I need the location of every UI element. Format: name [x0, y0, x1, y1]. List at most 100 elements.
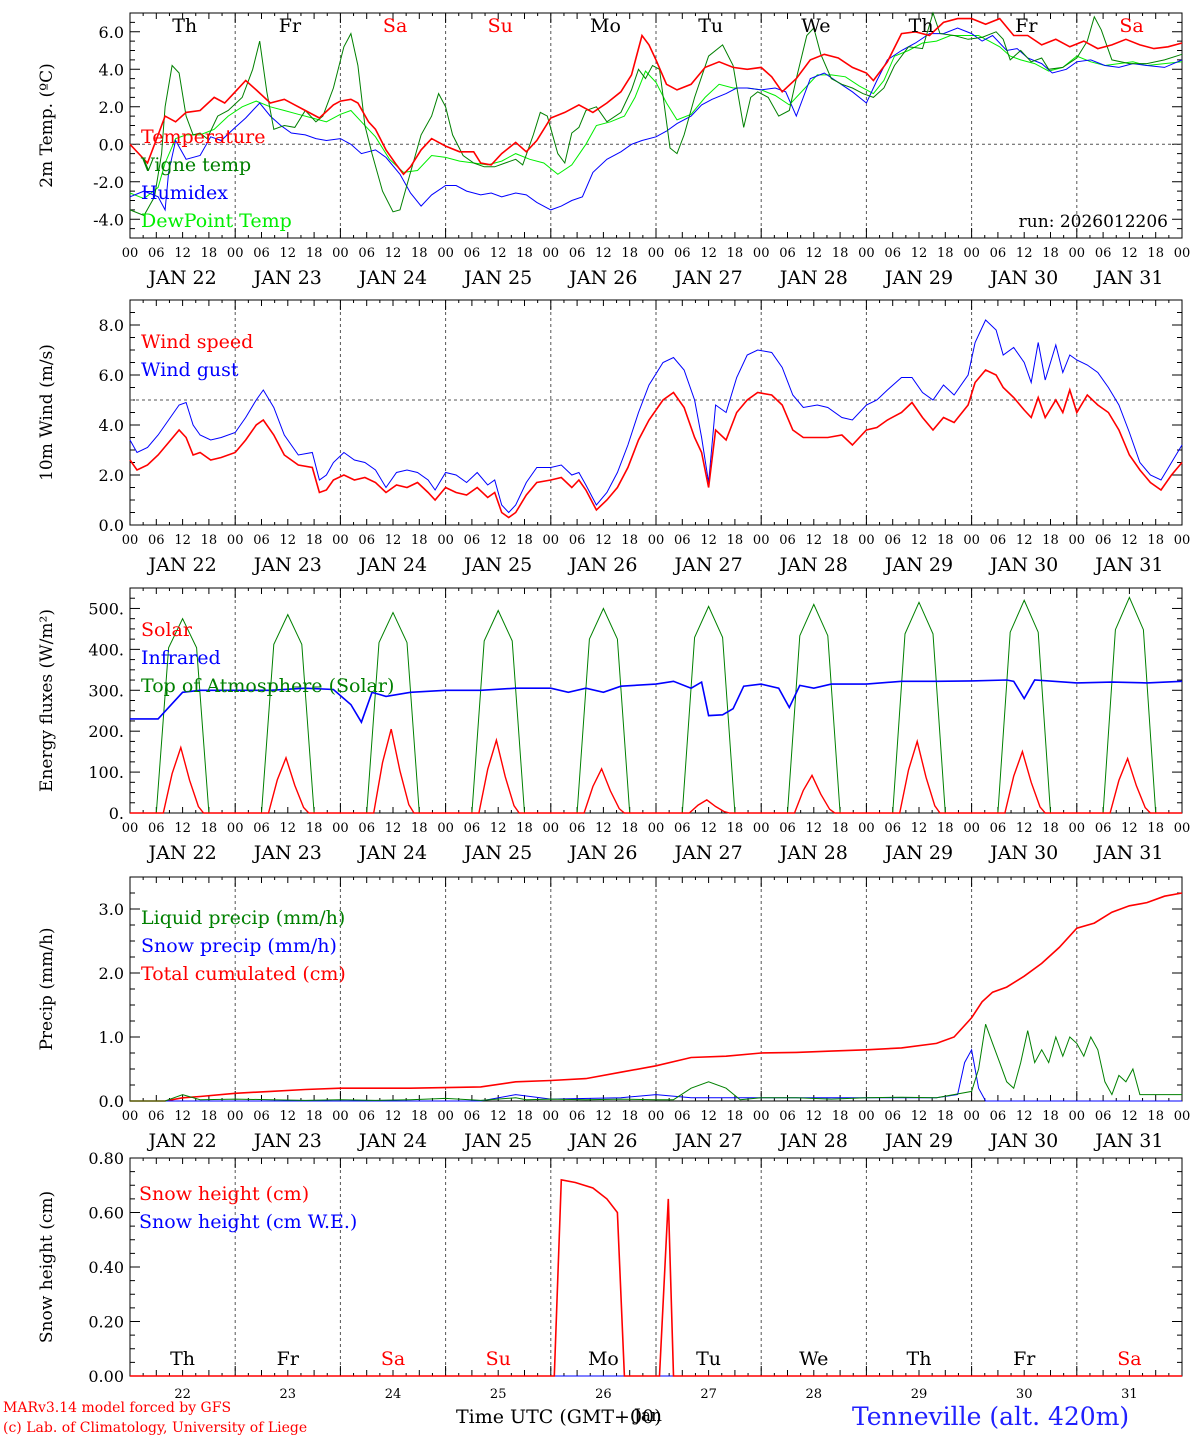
x-date-label: JAN 28: [778, 1130, 848, 1152]
y-tick-label: 2.0: [99, 964, 124, 983]
y-tick-label: 200.: [88, 722, 124, 741]
x-hour-label: 06: [464, 1109, 481, 1124]
x-hour-label: 00: [1069, 533, 1086, 548]
x-hour-label: 18: [727, 1109, 744, 1124]
y-tick-label: 0.0: [99, 516, 124, 535]
y-tick-label: 4.0: [99, 416, 124, 435]
x-hour-label: 06: [148, 246, 165, 261]
x-hour-label: 00: [648, 821, 665, 836]
x-hour-label: 06: [990, 821, 1007, 836]
x-hour-label: 00: [1174, 1109, 1191, 1124]
x-hour-label: 18: [411, 246, 428, 261]
x-hour-label: 06: [358, 246, 375, 261]
x-hour-label: 12: [280, 533, 297, 548]
panel-5: 0.80 0.60 0.40 0.20 0.00 Snow height (cm) Snow…: [37, 1149, 1183, 1402]
infrared-line: [130, 679, 1183, 725]
y-tick-label: 0.00: [88, 1367, 124, 1386]
x-hour-label: 06: [253, 1109, 270, 1124]
x-hour-label: 18: [832, 1109, 849, 1124]
x-hour-label: 12: [385, 821, 402, 836]
x-date-label: JAN 28: [778, 267, 848, 289]
x-hour-label: 18: [621, 1109, 638, 1124]
legend-entry: Total cumulated (cm): [141, 963, 346, 985]
lab-credit: (c) Lab. of Climatology, University of L…: [3, 1420, 308, 1436]
x-date-label: JAN 25: [462, 554, 532, 576]
x-hour-label: 18: [1147, 821, 1164, 836]
y-tick-label: 3.0: [99, 900, 124, 919]
panel-2: 8.0 6.0 4.0 2.0 0.0 10m Wind (m/s) Wind speed W…: [37, 299, 1190, 576]
x-hour-label: 00: [437, 533, 454, 548]
x-hour-label: 12: [595, 821, 612, 836]
x-hour-label: 18: [832, 533, 849, 548]
x-hour-label: 18: [516, 1109, 533, 1124]
x-hour-label: 06: [569, 1109, 586, 1124]
x-hour-label: 00: [1069, 1109, 1086, 1124]
x-hour-label: 12: [1121, 1109, 1138, 1124]
x-hour-label: 18: [306, 246, 323, 261]
x-date-label: JAN 23: [252, 554, 322, 576]
series-line-wind-gust: [129, 319, 1183, 514]
legend-entry: Liquid precip (mm/h): [141, 907, 345, 929]
x-date-label: JAN 28: [778, 842, 848, 864]
x-hour-label: 06: [148, 821, 165, 836]
x-hour-label: 18: [411, 1109, 428, 1124]
x-hour-label: 18: [516, 533, 533, 548]
series-line-humidex: [129, 27, 1183, 212]
x-hour-label: 12: [174, 533, 191, 548]
x-hour-label: 12: [595, 246, 612, 261]
day-name-label: Su: [486, 1348, 511, 1370]
x-hour-label: 00: [753, 533, 770, 548]
x-hour-label: 18: [1042, 821, 1059, 836]
x-hour-label: 12: [385, 533, 402, 548]
x-date-label: JAN 27: [673, 842, 743, 864]
day-name-label: Fr: [1015, 15, 1038, 37]
x-hour-label: 06: [569, 246, 586, 261]
x-hour-label: 12: [700, 1109, 717, 1124]
x-date-label: JAN 26: [567, 267, 637, 289]
x-hour-label: 12: [280, 1109, 297, 1124]
y-tick-label: 400.: [88, 640, 124, 659]
series-line-total-cumulated-cm-: [130, 892, 1183, 1102]
legend-entry: Snow precip (mm/h): [141, 935, 337, 957]
x-hour-label: 06: [358, 821, 375, 836]
plot-frame: [129, 12, 1183, 239]
legend-entry: Solar: [141, 619, 193, 641]
x-hour-label: 06: [464, 246, 481, 261]
series-line-snow-height-cm-: [130, 1178, 1182, 1377]
x-hour-label: 06: [779, 246, 796, 261]
y-tick-label: 6.0: [99, 23, 124, 42]
x-day-number: 27: [700, 1387, 717, 1402]
x-hour-label: 00: [1069, 246, 1086, 261]
x-hour-label: 12: [911, 821, 928, 836]
x-hour-label: 18: [1042, 1109, 1059, 1124]
y-axis-label: Energy fluxes (W/m²): [37, 609, 57, 792]
x-hour-label: 18: [201, 533, 218, 548]
x-day-number: 23: [280, 1387, 297, 1402]
x-hour-label: 12: [174, 1109, 191, 1124]
x-hour-label: 18: [937, 246, 954, 261]
x-date-label: JAN 24: [357, 842, 427, 864]
x-hour-label: 06: [253, 821, 270, 836]
x-hour-label: 06: [884, 246, 901, 261]
x-hour-label: 18: [1147, 533, 1164, 548]
day-name-label: We: [799, 1348, 828, 1370]
x-hour-label: 06: [464, 821, 481, 836]
x-hour-label: 06: [674, 246, 691, 261]
x-date-label: JAN 24: [357, 1130, 427, 1152]
x-hour-label: 00: [437, 1109, 454, 1124]
y-tick-label: -2.0: [93, 173, 124, 192]
day-name-label: Mo: [590, 15, 621, 37]
x-hour-label: 06: [779, 821, 796, 836]
x-hour-label: 06: [148, 533, 165, 548]
day-name-label: Th: [907, 1348, 932, 1370]
x-hour-label: 00: [437, 821, 454, 836]
x-hour-label: 00: [227, 821, 244, 836]
x-hour-label: 06: [884, 821, 901, 836]
y-tick-label: 0.0: [99, 135, 124, 154]
x-hour-label: 12: [806, 246, 823, 261]
x-hour-label: 00: [543, 533, 560, 548]
x-hour-label: 00: [1069, 821, 1086, 836]
day-name-label: Fr: [277, 1348, 300, 1370]
legend-entry: Snow height (cm W.E.): [139, 1211, 357, 1233]
x-hour-label: 06: [253, 533, 270, 548]
